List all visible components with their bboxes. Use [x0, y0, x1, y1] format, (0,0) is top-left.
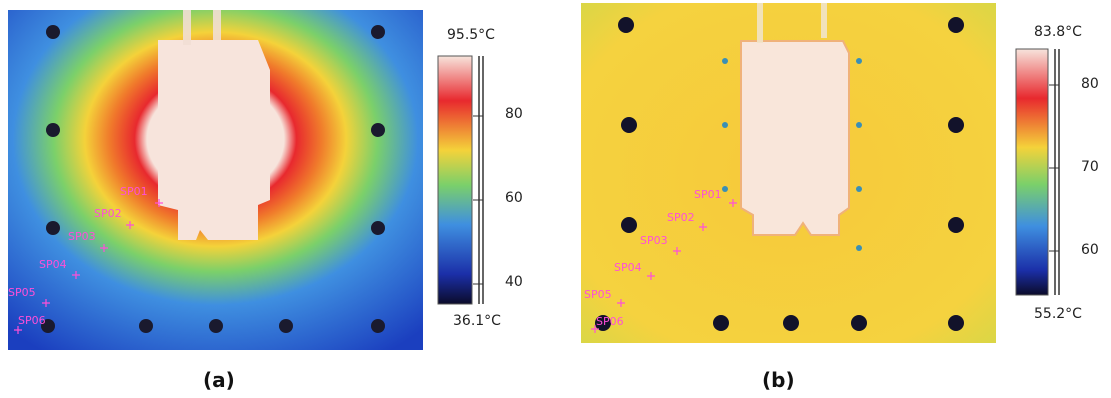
scale-tick-label: 70 — [1081, 159, 1099, 175]
spot-label: SP02 — [667, 211, 695, 224]
spot-label: SP05 — [8, 286, 36, 299]
color-scale-b — [1015, 48, 1060, 296]
scale-min-label: 55.2°C — [1034, 306, 1082, 322]
scale-max-label: 95.5°C — [447, 27, 495, 43]
scale-tick-label: 60 — [1081, 242, 1099, 258]
spot-label: SP01 — [120, 185, 148, 198]
spot-label: SP05 — [584, 288, 612, 301]
scale-tick-label: 60 — [505, 190, 523, 206]
caption-b: (b) — [762, 368, 795, 392]
thermal-image-a: SP01 SP02 SP03 SP04 SP05 SP06 — [8, 10, 423, 350]
color-scale-a — [437, 55, 484, 305]
thermal-image-b: SP01 SP02 SP03 SP04 SP05 SP06 — [581, 3, 996, 343]
spot-label: SP03 — [68, 230, 96, 243]
scale-max-label: 83.8°C — [1034, 24, 1082, 40]
spot-label: SP04 — [614, 261, 642, 274]
scale-tick-label: 40 — [505, 274, 523, 290]
caption-a: (a) — [203, 368, 235, 392]
spot-label: SP02 — [94, 207, 122, 220]
scale-min-label: 36.1°C — [453, 313, 501, 329]
spot-label: SP04 — [39, 258, 67, 271]
scale-tick-label: 80 — [505, 106, 523, 122]
spot-label: SP03 — [640, 234, 668, 247]
spot-label: SP01 — [694, 188, 722, 201]
scale-tick-label: 80 — [1081, 76, 1099, 92]
spot-label: SP06 — [18, 314, 46, 327]
spot-label: SP06 — [596, 315, 624, 328]
